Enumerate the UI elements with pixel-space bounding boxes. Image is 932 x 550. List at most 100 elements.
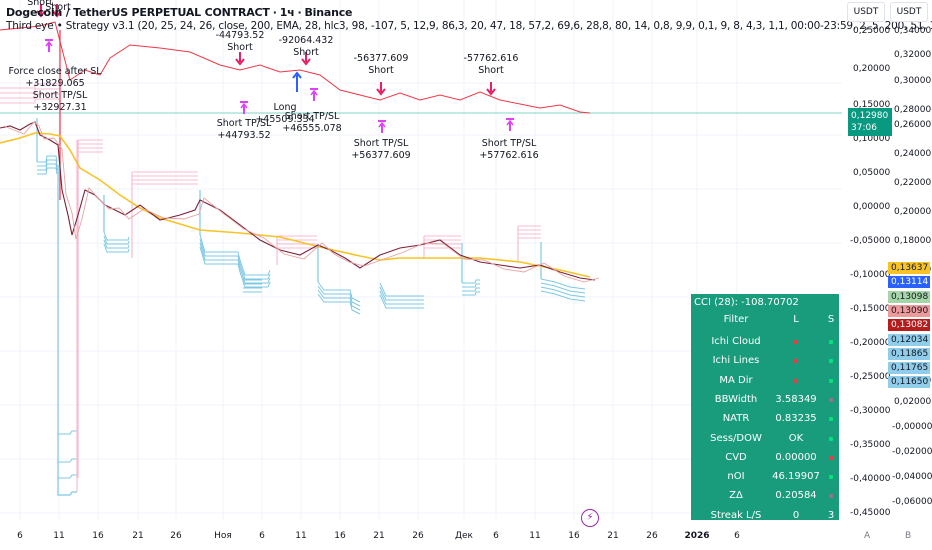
filter-value: 0.00000 [775,451,817,463]
long-status-dot [794,359,798,364]
lower-band-line [317,281,361,303]
lower-band-line [540,282,586,294]
trade-label: Short [293,47,319,58]
scale-a-currency[interactable]: USDT [847,2,885,22]
axis-b-label: -0,06000 [892,497,932,507]
trade-label: Short TP/SL [284,111,340,122]
axis-a-label: 0,20000 [853,64,891,74]
axis-a-label: 0,25000 [853,26,891,36]
trade-annotation: Short [45,2,71,14]
trade-annotation: Force close after SL +31829.065 [8,66,101,90]
trade-pnl: -44793.52 [215,30,265,41]
scale-b-footer[interactable]: B [905,531,912,541]
cci-header: CCI (28): -108.70702 [694,297,799,308]
trade-pnl: +32927.31 [33,102,87,113]
filter-value [771,355,821,366]
trade-annotation: Short [27,0,53,9]
filter-name: CVD [725,451,747,463]
last-price-tag: 0,12980 37:06 [848,108,892,136]
lower-band-line [103,231,130,241]
lower-band-line [540,286,586,298]
trade-pnl: +44793.52 [217,130,271,141]
bar-countdown: 37:06 [851,123,877,133]
level-tag: 0,13637 [888,262,930,274]
time-label: 11 [529,531,541,541]
time-label: 11 [295,531,307,541]
short-status [824,471,838,482]
trade-annotation: -57762.616 Short [464,53,519,77]
lower-band-line [462,291,480,296]
lower-band-line [58,458,77,463]
axis-a-label: 0,00000 [853,202,891,212]
lower-band-line [462,287,480,292]
trade-pnl: +57762.616 [479,150,539,161]
filter-name: Ichi Cloud [711,336,761,347]
lower-band-jump [57,165,77,496]
trade-pnl: +46555.078 [282,123,342,134]
lower-band-line [317,285,361,307]
short-arrow-icon [486,88,496,96]
lightning-icon[interactable]: ⚡ [581,509,599,527]
lower-band-line [103,235,130,245]
upper-band-line [0,88,60,94]
indicator-legend[interactable]: Third eye • Strategy v3.1 (20, 25, 24, 2… [6,20,932,32]
time-label: 6 [734,531,740,541]
table-row: BBWidth 3.58349 [691,394,839,413]
tp-marker-icon [240,102,248,109]
trade-annotation: Short TP/SL +44793.52 [217,118,272,142]
bands-layer [0,30,586,496]
trade-label: Short TP/SL [32,90,88,101]
table-row: Ichi Cloud [691,336,839,355]
trade-pnl: +45509.334 [255,114,315,125]
scale-a-footer[interactable]: A [864,531,871,541]
scale-b-currency[interactable]: USDT [890,2,928,22]
short-status [824,490,838,501]
tp-marker-icon [378,121,386,128]
filter-name: ZΔ [729,490,743,502]
short-arrow-icon [52,10,62,18]
tp-marker-icon [45,40,53,47]
filter-name: BBWidth [714,393,758,405]
filter-value: 46.19907 [772,471,820,483]
long-arrow-icon [292,71,302,79]
trade-annotation: Short TP/SL +57762.616 [479,138,538,162]
axis-b-label: -0,02000 [892,447,932,457]
short-status [824,413,838,424]
level-tag: 0,11765 [888,362,930,375]
price-line [0,21,591,114]
short-status [824,336,838,347]
trade-pnl: +31829.065 [25,78,85,89]
filter-name: Sess/DOW [710,432,762,444]
level-tag: 0,11865 [888,347,930,360]
short-status-dot [829,455,833,460]
short-status-dot [829,417,833,422]
col-filter: Filter [723,314,749,325]
axis-a-label: -0,15000 [850,304,891,314]
axis-a-label: -0,30000 [850,406,891,416]
lower-band-line [379,282,424,297]
axis-b-label: 0,22000 [894,178,932,188]
exchange: Binance [304,6,353,19]
time-label: 26 [646,531,658,541]
axis-a-label: -0,25000 [850,372,891,382]
filter-value: 0.20584 [775,490,817,502]
axis-a-label: -0,05000 [850,236,891,246]
time-label: 16 [92,531,104,541]
lower-band-line [379,294,424,309]
axis-a-label: 0,15000 [853,100,891,110]
time-label: 16 [334,531,346,541]
lower-band-line [58,474,77,479]
trade-label: Force close after SL [8,66,102,77]
short-status-dot [829,378,833,383]
short-status [824,394,838,405]
filter-name: Streak L/S [710,509,762,521]
level-tag: 0,13082 [888,319,930,332]
table-row: CVD 0.00000 [691,452,839,471]
time-label: 11 [53,531,65,541]
trade-label: Short [227,42,253,53]
chart-title[interactable]: Dogecoin / TetherUS PERPETUAL CONTRACT · 1… [6,6,353,19]
short-status [824,452,838,463]
axis-a-label: -0,20000 [850,338,891,348]
axis-b-label: 0,24000 [894,149,932,159]
